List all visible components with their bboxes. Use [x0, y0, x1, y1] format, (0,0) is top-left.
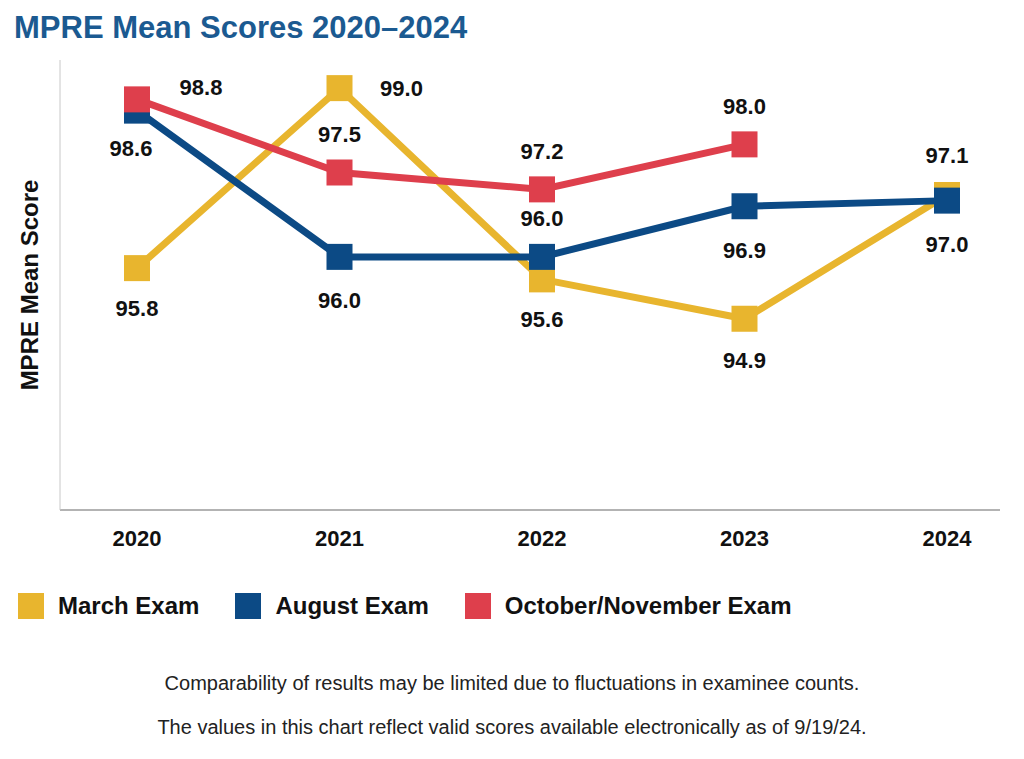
html-text:March Exam: March Exam: [58, 592, 200, 619]
html-text:Comparability of results may b: Comparability of results may be limited …: [164, 672, 860, 694]
html-text:August Exam: August Exam: [275, 592, 429, 619]
html-text:October/November Exam: October/November Exam: [504, 592, 792, 619]
svg-text:97.2: 97.2: [521, 139, 564, 164]
svg-text:95.8: 95.8: [116, 296, 159, 321]
svg-text:96.0: 96.0: [521, 206, 564, 231]
svg-text:98.6: 98.6: [110, 136, 153, 161]
svg-text:98.8: 98.8: [180, 75, 223, 100]
html-text:The values in this chart refle: The values in this chart reflect valid s…: [157, 716, 867, 738]
svg-text:96.9: 96.9: [723, 238, 766, 263]
svg-text:96.0: 96.0: [318, 288, 361, 313]
svg-text:2021: 2021: [315, 526, 364, 551]
html-text:MPRE Mean Scores 2020–2024: MPRE Mean Scores 2020–2024: [14, 10, 468, 45]
svg-text:2024: 2024: [923, 526, 973, 551]
svg-text:97.0: 97.0: [926, 232, 969, 257]
svg-text:94.9: 94.9: [723, 348, 766, 373]
svg-text:2023: 2023: [720, 526, 769, 551]
svg-text:97.1: 97.1: [926, 143, 969, 168]
html-text:MPRE Mean Score: MPRE Mean Score: [16, 179, 43, 391]
svg-text:95.6: 95.6: [521, 307, 564, 332]
svg-text:98.0: 98.0: [723, 94, 766, 119]
svg-text:99.0: 99.0: [380, 76, 423, 101]
svg-text:2022: 2022: [518, 526, 567, 551]
svg-text:2020: 2020: [113, 526, 162, 551]
svg-text:97.5: 97.5: [318, 122, 361, 147]
